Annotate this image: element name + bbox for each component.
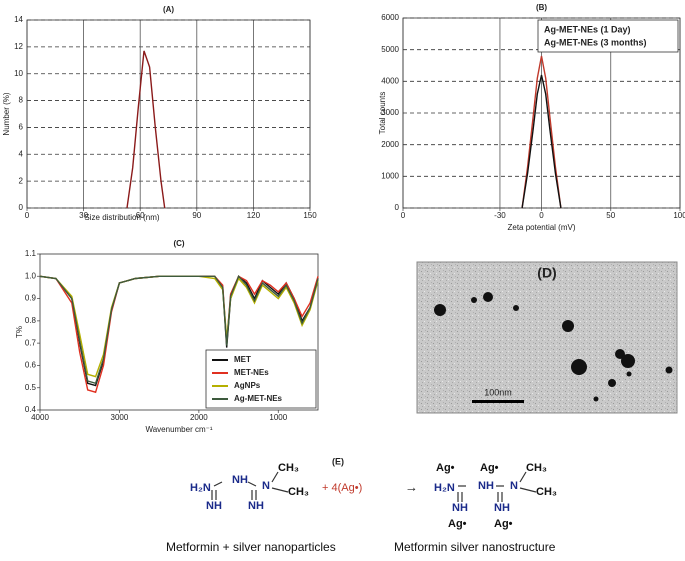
y-axis-label: T% <box>15 326 24 338</box>
reagent: + 4(Ag•) <box>322 482 362 494</box>
atom: NH <box>248 500 264 512</box>
legend-box <box>537 19 679 53</box>
chart-title: (C) <box>173 239 184 248</box>
x-tick-label: -30 <box>494 211 506 220</box>
data-line <box>126 50 166 209</box>
y-tick-label: 4000 <box>381 76 399 85</box>
plot-frame <box>26 19 311 209</box>
scheme-panel: (E) CH₃ CH₃ H₂N NH N NH NH + 4(Ag•) → CH… <box>166 456 557 554</box>
y-tick-label: 0.8 <box>25 316 37 325</box>
y-tick-label: 0.5 <box>25 383 37 392</box>
silver-atom: Ag• <box>448 518 467 530</box>
plot-frame <box>39 253 319 411</box>
y-tick-label: 1000 <box>381 171 399 180</box>
chart-title: (A) <box>163 5 174 14</box>
atom: NH <box>494 502 510 514</box>
silver-atom: Ag• <box>480 462 499 474</box>
plot-frame <box>402 17 681 209</box>
y-tick-label: 1.0 <box>25 271 37 280</box>
y-tick-label: 12 <box>14 42 23 51</box>
atom: N <box>510 480 518 492</box>
data-line <box>521 74 562 209</box>
legend-label: Ag-MET-NEs (1 Day) <box>544 24 631 34</box>
caption: Metformin + silver nanoparticles <box>166 540 336 554</box>
y-tick-label: 10 <box>14 69 23 78</box>
atom: CH₃ <box>288 486 309 498</box>
legend-label: Ag-MET-NEs <box>234 394 283 403</box>
atom: CH₃ <box>526 462 547 474</box>
y-tick-label: 6000 <box>381 13 399 22</box>
legend-label: Ag-MET-NEs (3 months) <box>544 37 647 47</box>
x-tick-label: 30 <box>79 211 88 220</box>
data-line <box>39 275 319 378</box>
nanoparticles <box>434 292 673 402</box>
y-tick-label: 4 <box>19 149 24 158</box>
x-tick-label: 1000 <box>269 413 287 422</box>
x-tick-label: 4000 <box>31 413 49 422</box>
bonds <box>457 471 537 502</box>
chart: (A) 0 2 4 6 8 10 12 14 0 30 60 90 120 150 Size distribu… <box>2 5 317 222</box>
y-tick-label: 2 <box>19 176 24 185</box>
x-tick-label: 150 <box>303 211 317 220</box>
atom: CH₃ <box>278 462 299 474</box>
y-tick-label: 0 <box>19 203 24 212</box>
y-tick-label: 8 <box>19 96 24 105</box>
silver-atom: Ag• <box>494 518 513 530</box>
arrow: → <box>405 479 418 494</box>
x-axis-label: Zeta potential (mV) <box>507 223 575 232</box>
atom: N <box>262 480 270 492</box>
atom: NH <box>478 480 494 492</box>
legend-label: AgNPs <box>234 381 261 390</box>
atom: NH <box>232 474 248 486</box>
atom: NH <box>452 502 468 514</box>
x-tick-label: 120 <box>247 211 261 220</box>
legend-label: MET <box>234 355 251 364</box>
data-line <box>521 55 562 209</box>
tem-image <box>416 261 678 414</box>
atom: CH₃ <box>536 486 557 498</box>
data-line <box>39 274 319 385</box>
legend-label: MET-NEs <box>234 368 269 377</box>
chart-title: (B) <box>536 3 547 12</box>
x-tick-label: 3000 <box>111 413 129 422</box>
chart: (B) 0 1000 2000 3000 4000 5000 6000 0 -30 0 50 100 Ze… <box>378 3 685 232</box>
y-tick-label: 6 <box>19 123 24 132</box>
y-axis-label: Number (%) <box>2 92 11 135</box>
x-tick-label: 0 <box>25 211 30 220</box>
chart: (C) 0.4 0.5 0.6 0.7 0.8 0.9 1.0 1.1 4000 3000 2000 1… <box>15 239 319 434</box>
y-tick-label: 14 <box>14 15 23 24</box>
panel-label: (D) <box>537 265 556 281</box>
x-tick-label: 60 <box>136 211 145 220</box>
y-tick-label: 0.6 <box>25 361 37 370</box>
y-tick-label: 0.7 <box>25 338 37 347</box>
atom: H₂N <box>434 482 455 494</box>
silver-atom: Ag• <box>436 462 455 474</box>
y-tick-label: 0.9 <box>25 294 37 303</box>
x-tick-label: 50 <box>606 211 615 220</box>
y-tick-label: 5000 <box>381 45 399 54</box>
tem-panel: (D) 100nm <box>416 261 678 414</box>
atom: H₂N <box>190 482 211 494</box>
y-tick-label: 2000 <box>381 140 399 149</box>
x-tick-label: 100 <box>673 211 685 220</box>
x-tick-label: 90 <box>192 211 201 220</box>
x-axis-label: Size distribution (nm) <box>84 213 159 222</box>
caption: Metformin silver nanostructure <box>394 540 556 554</box>
y-axis-label: Total counts <box>378 92 387 135</box>
atom: NH <box>206 500 222 512</box>
x-tick-label: 0 <box>401 211 406 220</box>
x-tick-label: 2000 <box>190 413 208 422</box>
scale-bar-label: 100nm <box>484 387 512 397</box>
y-tick-label: 1.1 <box>25 249 37 258</box>
x-axis-label: Wavenumber cm⁻¹ <box>145 425 212 434</box>
bonds <box>211 471 289 500</box>
x-tick-label: 0 <box>539 211 544 220</box>
y-tick-label: 0 <box>395 203 400 212</box>
panel-label: (E) <box>332 456 344 466</box>
scale-bar <box>472 400 524 403</box>
y-tick-label: 3000 <box>381 108 399 117</box>
y-tick-label: 0.4 <box>25 405 37 414</box>
